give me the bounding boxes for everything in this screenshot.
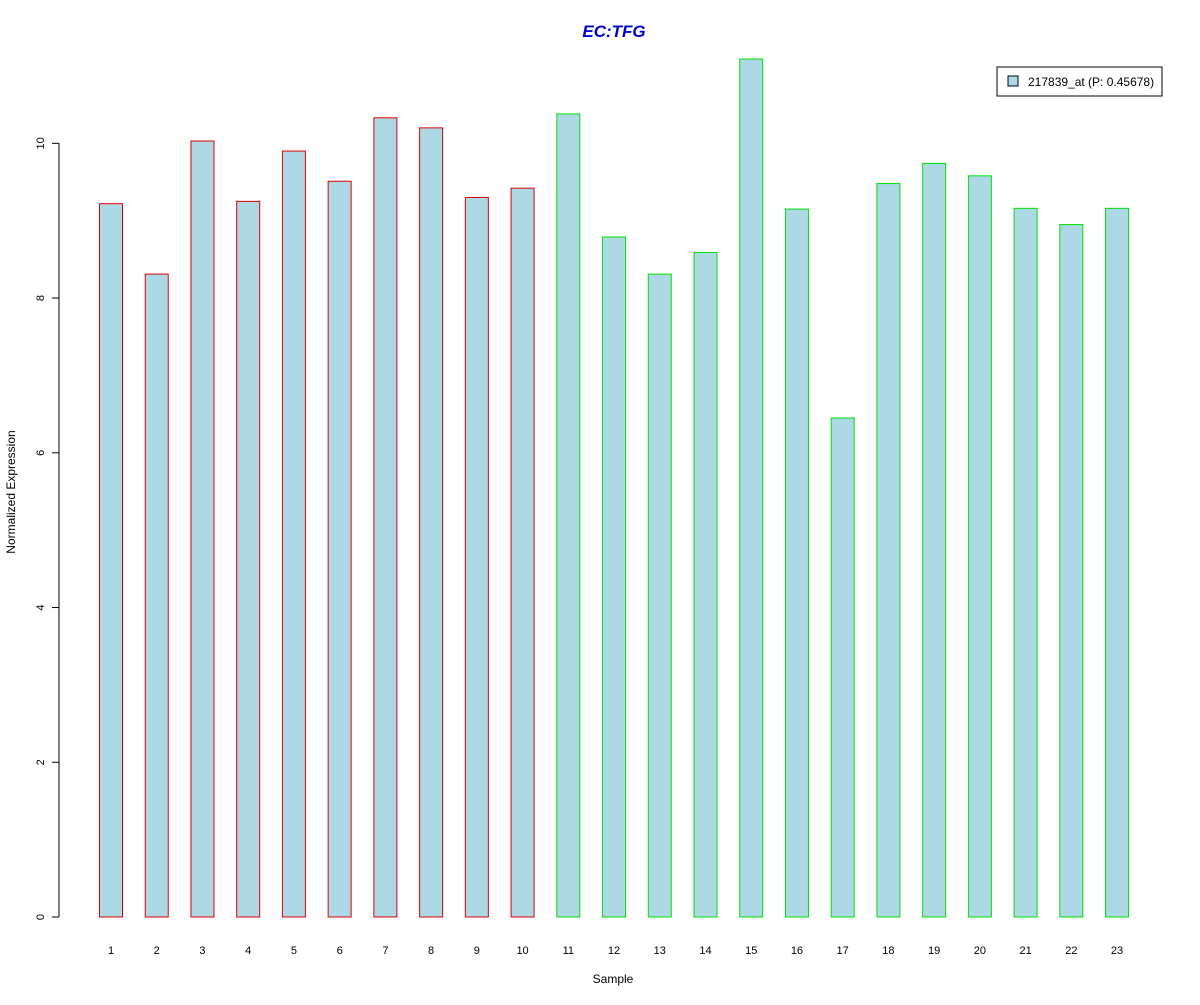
x-tick-label: 2	[154, 945, 160, 957]
x-tick-label: 5	[291, 945, 297, 957]
x-tick-label: 13	[654, 945, 666, 957]
y-tick-label: 10	[35, 137, 47, 149]
y-axis-label: Normalized Expression	[4, 430, 18, 553]
y-axis: 0 2 4 6 8 10	[35, 137, 60, 920]
legend-label: 217839_at (P: 0.45678)	[1028, 75, 1154, 89]
bar-sample-4	[236, 200, 261, 918]
x-tick-label: 18	[882, 945, 894, 957]
bar-sample-16	[784, 208, 809, 918]
x-tick-label: 6	[337, 945, 343, 957]
y-tick-label: 4	[35, 604, 47, 610]
x-tick-label: 9	[474, 945, 480, 957]
x-tick-label: 17	[837, 945, 849, 957]
bar-sample-13	[647, 273, 672, 918]
x-tick-label: 23	[1111, 945, 1123, 957]
legend-swatch	[1007, 75, 1019, 87]
bar-sample-12	[602, 236, 627, 918]
x-tick-label: 1	[108, 945, 114, 957]
bar-sample-3	[190, 140, 215, 918]
bar-sample-22	[1059, 224, 1084, 918]
x-tick-label: 16	[791, 945, 803, 957]
legend: 217839_at (P: 0.45678)	[996, 66, 1163, 97]
x-tick-label: 12	[608, 945, 620, 957]
x-tick-label: 14	[699, 945, 711, 957]
x-tick-label: 19	[928, 945, 940, 957]
x-tick-label: 10	[516, 945, 528, 957]
bar-sample-17	[830, 417, 855, 918]
bar-sample-20	[967, 175, 992, 918]
bar-sample-7	[373, 117, 398, 918]
legend-box	[996, 66, 1163, 97]
bar-sample-2	[144, 273, 169, 918]
x-tick-label: 3	[199, 945, 205, 957]
x-tick-label: 21	[1019, 945, 1031, 957]
bars-group	[99, 58, 1130, 918]
bar-sample-8	[419, 127, 444, 918]
y-tick-label: 8	[35, 295, 47, 301]
chart-title: EC:TFG	[582, 22, 645, 41]
bar-sample-15	[739, 58, 764, 918]
x-tick-label: 8	[428, 945, 434, 957]
x-tick-label: 11	[563, 945, 574, 957]
bar-sample-9	[464, 196, 489, 918]
y-tick-label: 6	[35, 450, 47, 456]
x-tick-label: 20	[974, 945, 986, 957]
bar-sample-1	[99, 203, 123, 918]
x-tick-labels: 1 2 3 4 5 6 7 8 9 10 11 12 13 14 15 16 17 18 19 20 21 22 23	[108, 945, 1123, 957]
bar-sample-21	[1013, 207, 1038, 918]
x-axis-label: Sample	[593, 972, 634, 986]
bar-sample-6	[327, 180, 352, 918]
bar-sample-23	[1105, 207, 1130, 918]
bar-sample-18	[876, 183, 901, 918]
x-tick-label: 15	[745, 945, 757, 957]
bar-sample-19	[922, 162, 947, 918]
x-tick-label: 7	[382, 945, 388, 957]
bar-sample-5	[281, 150, 306, 918]
x-tick-label: 22	[1065, 945, 1077, 957]
bar-sample-14	[693, 251, 718, 918]
x-tick-label: 4	[245, 945, 251, 957]
bar-sample-10	[510, 187, 535, 918]
y-tick-label: 2	[35, 759, 47, 765]
y-tick-label: 0	[35, 914, 47, 920]
bar-sample-11	[556, 113, 581, 918]
